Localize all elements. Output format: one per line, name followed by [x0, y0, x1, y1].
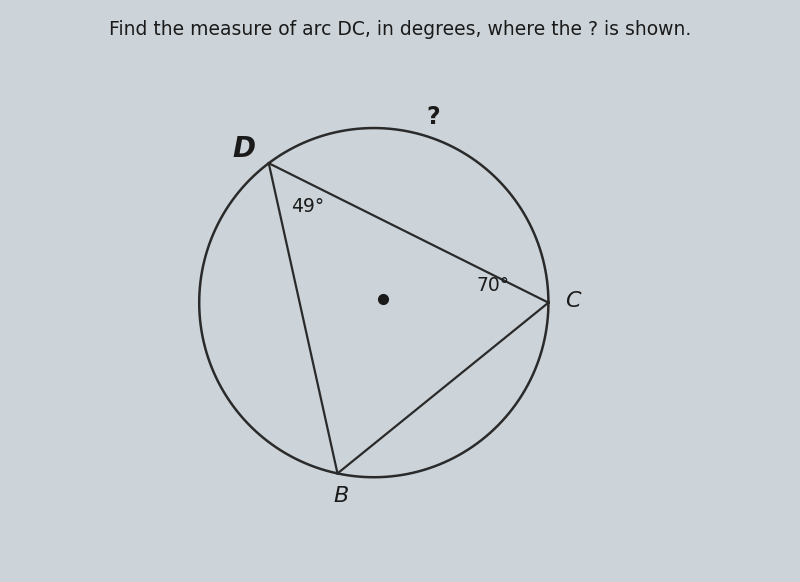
Text: 70°: 70° — [476, 276, 509, 294]
Text: 49°: 49° — [290, 197, 324, 217]
Text: B: B — [334, 486, 349, 506]
Text: C: C — [565, 291, 581, 311]
Text: D: D — [233, 135, 256, 163]
Text: ?: ? — [426, 105, 440, 129]
Text: Find the measure of arc DC, in degrees, where the ? is shown.: Find the measure of arc DC, in degrees, … — [109, 20, 691, 40]
